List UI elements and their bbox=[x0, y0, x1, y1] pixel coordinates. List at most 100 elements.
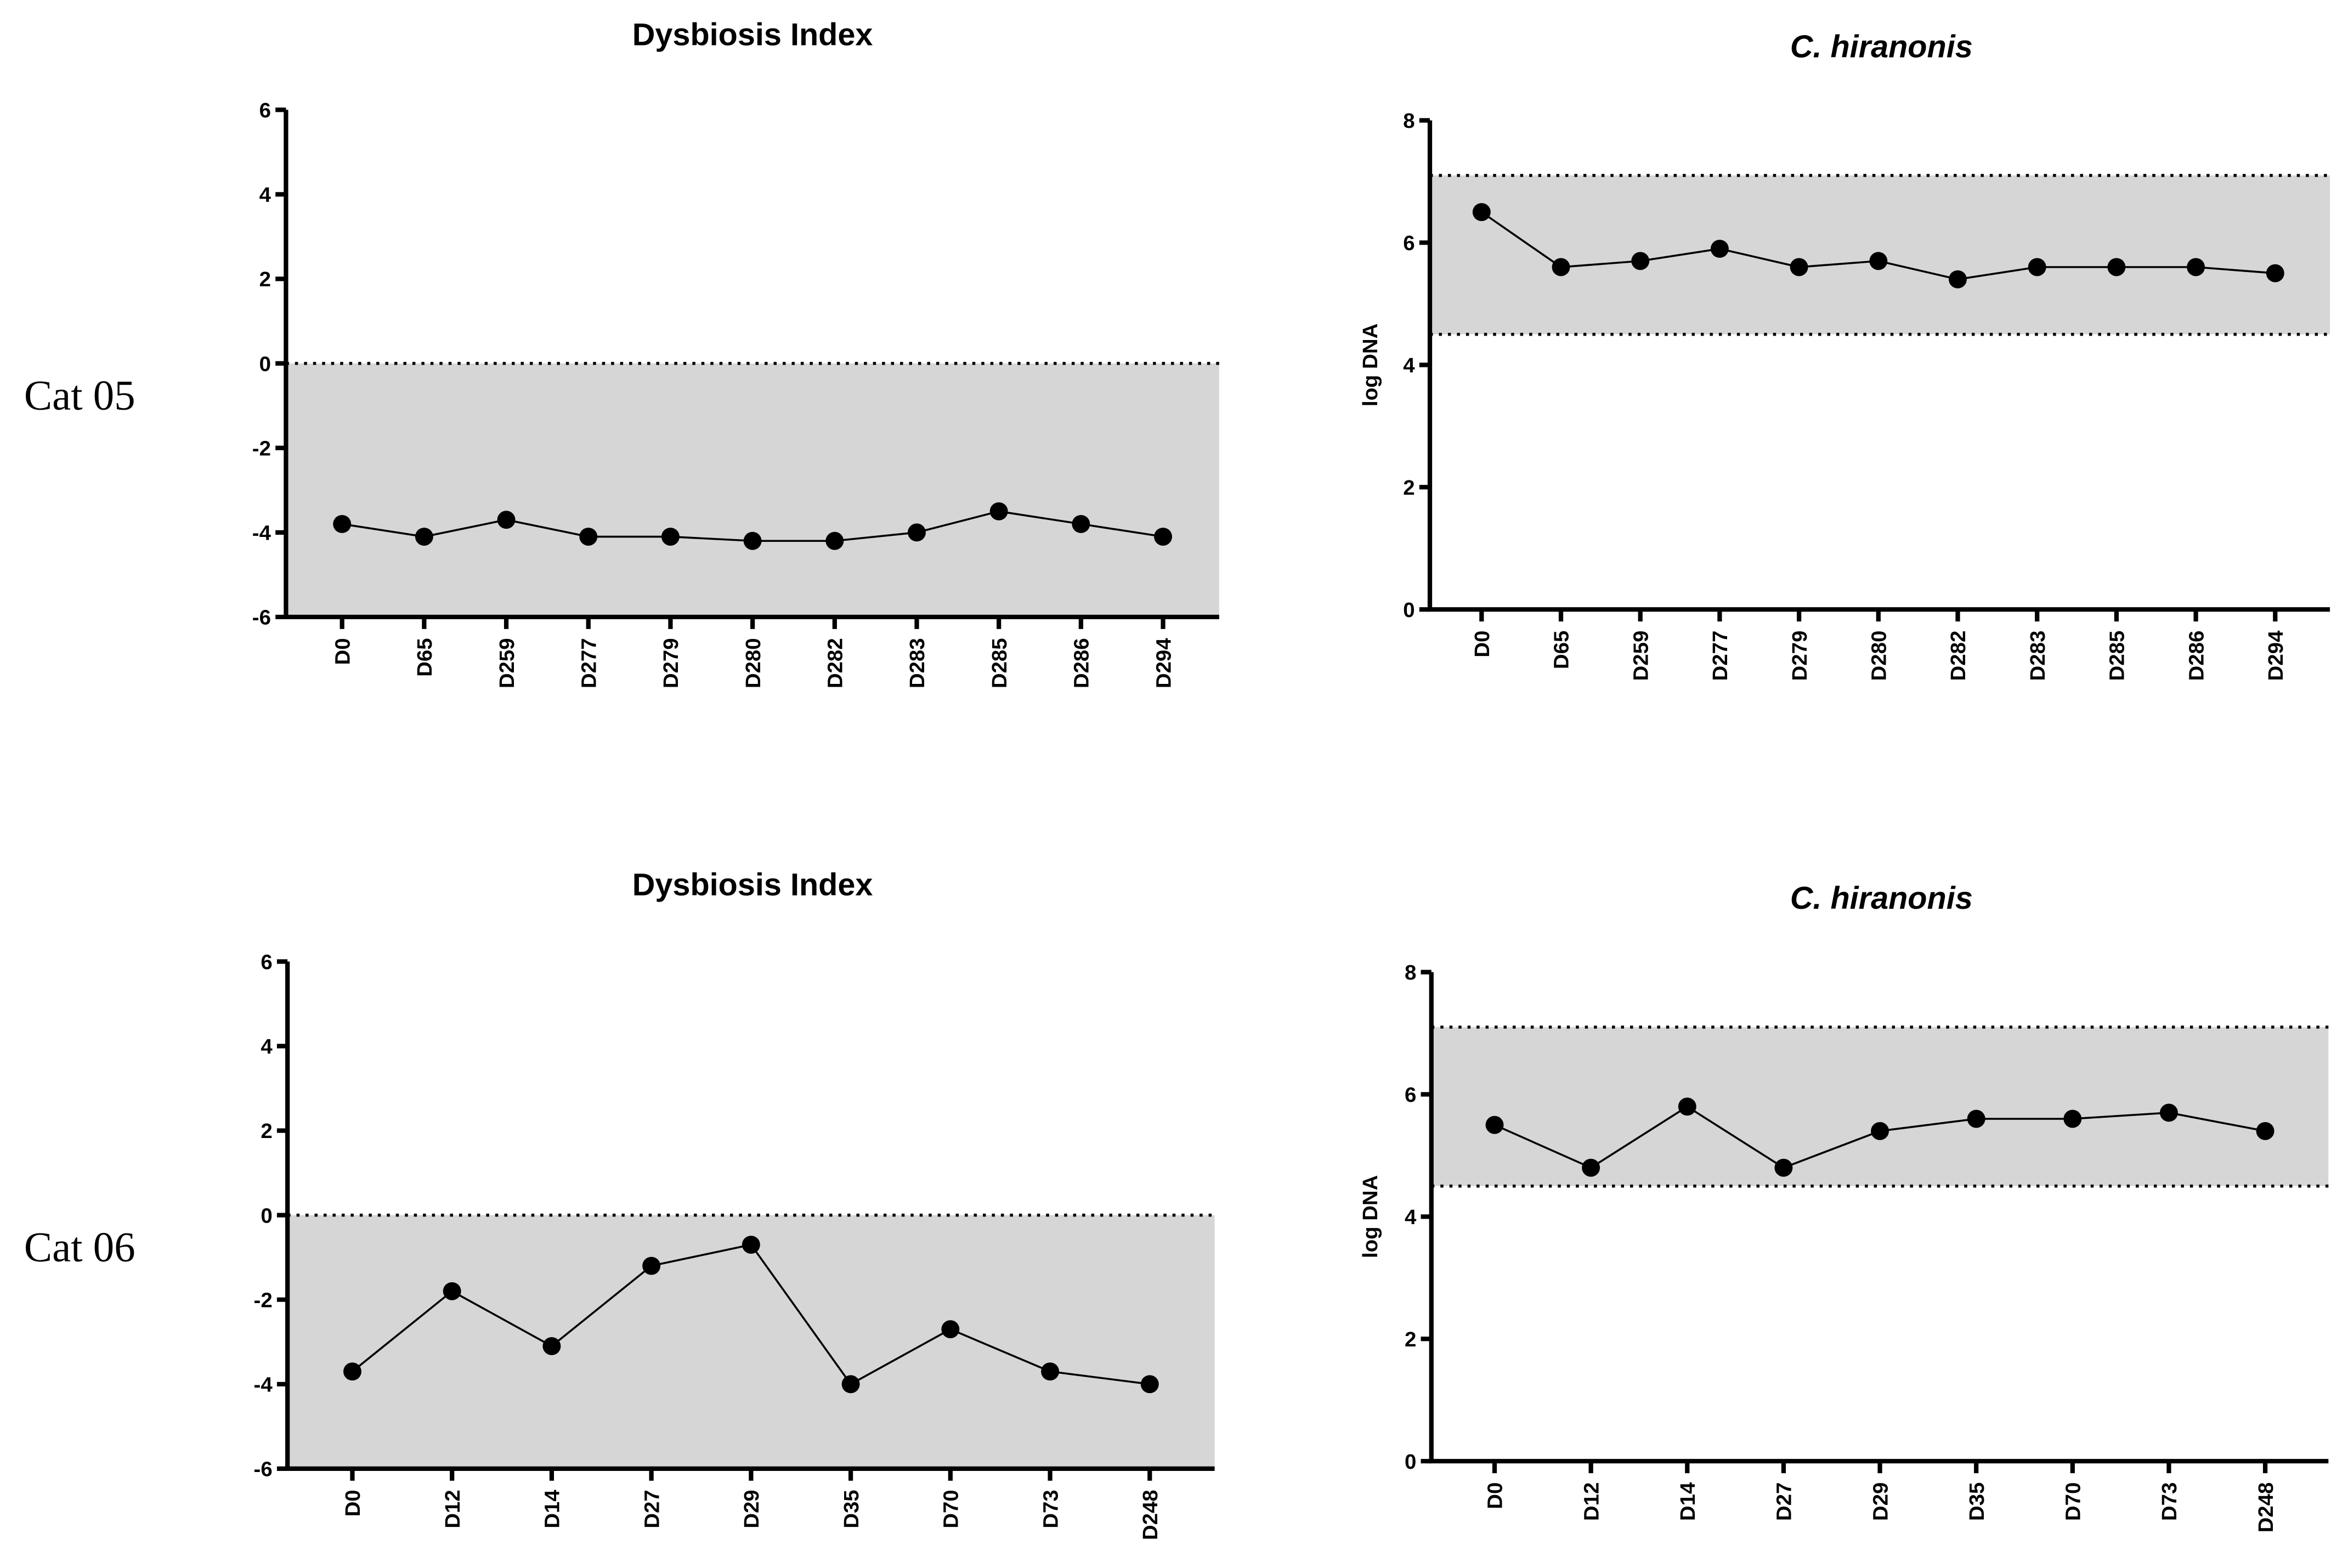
x-tick-label: D280 bbox=[1868, 631, 1891, 681]
chart: 0 2 4 6 8 D0 D12 D14 D27 D29 D35 D70 D73 D248 C. hiran… bbox=[1359, 881, 2329, 1532]
y-tick-label: -6 bbox=[254, 1458, 273, 1481]
data-point bbox=[1552, 258, 1570, 276]
x-tick-label: D0 bbox=[331, 638, 354, 665]
data-point bbox=[1072, 514, 1090, 533]
y-tick-label: -4 bbox=[254, 1373, 273, 1397]
y-tick-label: 4 bbox=[1403, 354, 1415, 377]
data-point bbox=[1041, 1362, 1060, 1381]
y-tick-label: -2 bbox=[252, 437, 271, 460]
chart: -6 -4 -2 0 2 4 6 D0 D12 D14 D27 D29 D35 D70 D73 D248 Dys… bbox=[254, 868, 1215, 1540]
y-tick-label: 4 bbox=[1405, 1205, 1417, 1229]
y-tick-label: 8 bbox=[1405, 961, 1416, 984]
data-point bbox=[742, 1236, 760, 1254]
data-point bbox=[743, 531, 762, 550]
x-tick-label: D285 bbox=[988, 638, 1011, 688]
data-point bbox=[343, 1362, 361, 1381]
x-tick-label: D286 bbox=[1070, 638, 1094, 688]
y-tick-label: 2 bbox=[1403, 476, 1415, 500]
y-tick-label: 6 bbox=[1405, 1083, 1416, 1107]
data-point bbox=[1582, 1158, 1600, 1177]
x-tick-label: D283 bbox=[2026, 631, 2050, 681]
data-point bbox=[2028, 258, 2046, 276]
x-tick-label: D294 bbox=[1152, 638, 1175, 688]
x-tick-label: D27 bbox=[640, 1490, 664, 1528]
x-tick-label: D65 bbox=[1550, 631, 1574, 669]
y-tick-label: 6 bbox=[261, 950, 272, 974]
x-tick-label: D282 bbox=[1947, 631, 1970, 681]
y-tick-label: 0 bbox=[1403, 598, 1415, 622]
x-tick-label: D12 bbox=[1580, 1482, 1603, 1521]
data-point bbox=[2256, 1122, 2275, 1140]
x-tick-label: D282 bbox=[824, 638, 847, 688]
x-tick-label: D70 bbox=[940, 1490, 963, 1528]
row-label: Cat 05 bbox=[24, 372, 135, 418]
x-tick-label: D70 bbox=[2062, 1482, 2085, 1521]
data-point bbox=[825, 531, 844, 550]
data-point bbox=[1790, 258, 1808, 276]
chart: -6 -4 -2 0 2 4 6 D0 D65 D259 D277 D279 D280 D282 D283 D… bbox=[252, 17, 1219, 688]
data-point bbox=[2107, 258, 2126, 276]
x-tick-label: D280 bbox=[742, 638, 765, 688]
row-label: Cat 06 bbox=[24, 1224, 135, 1270]
x-tick-label: D286 bbox=[2185, 631, 2208, 681]
data-point bbox=[841, 1375, 860, 1394]
x-tick-label: D0 bbox=[1470, 631, 1494, 658]
x-tick-label: D14 bbox=[1676, 1482, 1700, 1521]
y-axis-label: log DNA bbox=[1359, 1175, 1382, 1258]
data-point bbox=[443, 1282, 461, 1300]
y-tick-label: 0 bbox=[259, 352, 271, 376]
chart-title: C. hiranonis bbox=[1790, 881, 1973, 916]
x-tick-label: D29 bbox=[740, 1490, 763, 1528]
data-point bbox=[1140, 1375, 1159, 1394]
chart: 0 2 4 6 8 D0 D65 D259 D277 D279 D280 D282 D283 D285 D2… bbox=[1359, 29, 2330, 681]
data-point bbox=[1472, 203, 1491, 222]
x-tick-label: D12 bbox=[441, 1490, 465, 1528]
reference-band bbox=[1431, 1027, 2329, 1186]
x-tick-label: D259 bbox=[1629, 631, 1653, 681]
y-tick-label: -4 bbox=[252, 522, 271, 545]
y-tick-label: -2 bbox=[254, 1288, 273, 1312]
y-tick-label: 0 bbox=[1405, 1450, 1416, 1474]
x-tick-label: D283 bbox=[906, 638, 929, 688]
x-tick-label: D259 bbox=[495, 638, 519, 688]
x-tick-label: D27 bbox=[1773, 1482, 1796, 1521]
data-point bbox=[908, 523, 926, 542]
data-point bbox=[642, 1256, 661, 1275]
y-tick-label: 4 bbox=[261, 1035, 273, 1058]
data-point bbox=[497, 511, 516, 529]
y-tick-label: 2 bbox=[1405, 1328, 1416, 1351]
data-point bbox=[1710, 240, 1729, 258]
y-tick-label: 2 bbox=[259, 268, 271, 291]
y-tick-label: 4 bbox=[259, 183, 271, 207]
x-tick-label: D285 bbox=[2106, 631, 2129, 681]
reference-band bbox=[286, 363, 1219, 617]
x-tick-label: D279 bbox=[1788, 631, 1812, 681]
chart-title: C. hiranonis bbox=[1790, 29, 1973, 64]
data-point bbox=[579, 528, 598, 546]
x-tick-label: D277 bbox=[1708, 631, 1732, 681]
x-tick-label: D65 bbox=[413, 638, 437, 676]
data-point bbox=[1869, 252, 1888, 270]
data-point bbox=[1631, 252, 1650, 270]
x-tick-label: D0 bbox=[341, 1490, 365, 1516]
data-point bbox=[989, 502, 1008, 520]
data-point bbox=[1871, 1122, 1889, 1140]
data-point bbox=[1678, 1097, 1696, 1116]
data-point bbox=[2266, 264, 2284, 282]
data-point bbox=[415, 528, 433, 546]
x-tick-label: D294 bbox=[2264, 630, 2288, 681]
data-point bbox=[2063, 1110, 2082, 1128]
reference-band bbox=[287, 1215, 1215, 1469]
x-tick-label: D279 bbox=[659, 638, 683, 688]
y-tick-label: 2 bbox=[261, 1119, 272, 1143]
y-tick-label: -6 bbox=[252, 606, 271, 630]
x-tick-label: D0 bbox=[1484, 1482, 1507, 1509]
data-point bbox=[2159, 1103, 2178, 1122]
data-point bbox=[941, 1320, 960, 1339]
x-tick-label: D277 bbox=[577, 638, 601, 688]
data-point bbox=[542, 1337, 561, 1355]
data-point bbox=[1949, 270, 1967, 288]
x-tick-label: D73 bbox=[2158, 1482, 2181, 1521]
data-point bbox=[2187, 258, 2205, 276]
